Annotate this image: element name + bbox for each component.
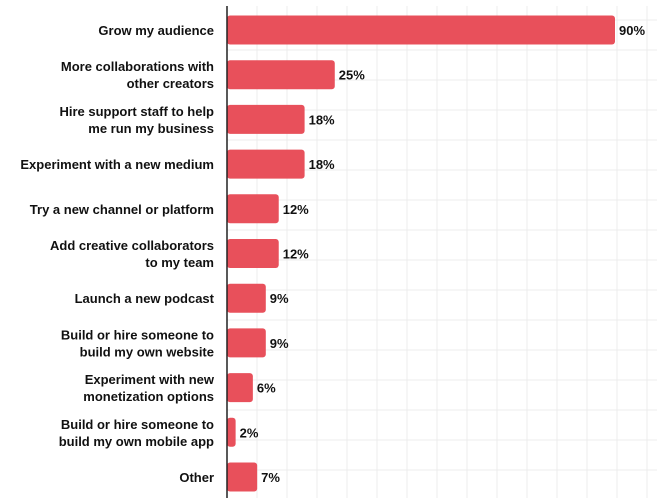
bar (227, 283, 266, 313)
value-label: 18% (309, 112, 335, 127)
category-label: Try a new channel or platform (30, 202, 214, 217)
bar (227, 15, 615, 45)
bar (227, 60, 335, 90)
value-labels: 90% 25% 18% 18% 12% 12% 9% 9% 6% 2% 7% (240, 23, 646, 485)
value-label: 7% (261, 470, 280, 485)
category-label: Build or hire someone to build my own web… (61, 327, 214, 359)
category-label: Add creative collaborators to my team (50, 238, 214, 270)
category-label: Grow my audience (98, 23, 214, 38)
category-label: Build or hire someone to build my own mob… (59, 417, 214, 449)
bar (227, 373, 253, 403)
value-label: 90% (619, 23, 645, 38)
category-label: Experiment with new monetization options (83, 372, 215, 404)
bar (227, 194, 279, 224)
category-label: Other (179, 470, 214, 485)
value-label: 9% (270, 291, 289, 306)
category-label: More collaborations with other creators (61, 59, 214, 91)
bar (227, 104, 305, 134)
category-label: Launch a new podcast (75, 291, 215, 306)
value-label: 6% (257, 381, 276, 396)
value-label: 2% (240, 425, 259, 440)
value-label: 12% (283, 247, 309, 262)
bar (227, 239, 279, 268)
category-labels: Grow my audience More collaborations with… (20, 23, 214, 485)
value-label: 9% (270, 336, 289, 351)
grid-lines (227, 6, 657, 498)
bars (227, 15, 615, 492)
category-label: Experiment with a new medium (20, 157, 214, 172)
bar (227, 328, 266, 358)
category-label: Hire support staff to help me run my busi… (59, 104, 214, 136)
bar (227, 149, 305, 179)
bar (227, 417, 236, 447)
value-label: 25% (339, 68, 365, 83)
value-label: 12% (283, 202, 309, 217)
value-label: 18% (309, 157, 335, 172)
bar (227, 462, 258, 492)
